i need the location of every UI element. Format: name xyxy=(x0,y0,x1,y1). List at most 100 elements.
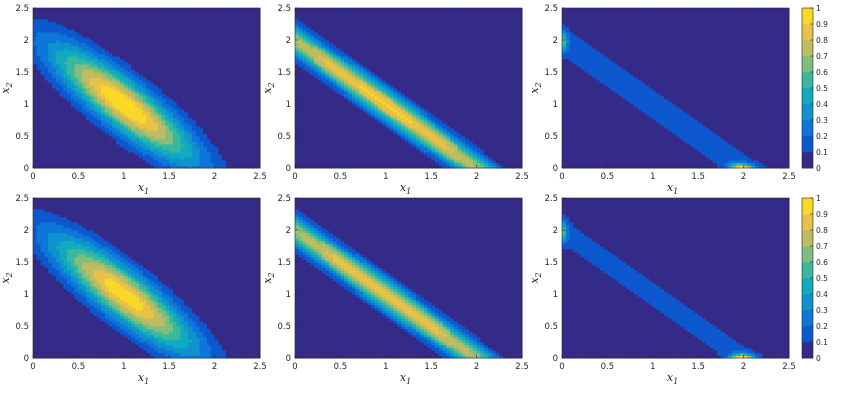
heatmap-cell xyxy=(222,48,227,52)
heatmap-cell xyxy=(36,162,42,166)
heatmap-cell xyxy=(161,40,166,44)
heatmap-cell xyxy=(127,96,132,100)
heatmap-cell xyxy=(146,10,151,14)
heatmap-cell xyxy=(225,29,231,33)
heatmap-cell xyxy=(104,146,110,150)
heatmap-cell xyxy=(161,82,166,86)
heatmap-cell xyxy=(188,160,193,164)
heatmap-cell xyxy=(241,64,246,68)
heatmap-cell xyxy=(131,48,136,52)
heatmap-cell xyxy=(108,141,113,145)
heatmap-cell xyxy=(85,69,91,73)
heatmap-cell xyxy=(89,144,95,148)
heatmap-cell xyxy=(169,146,174,150)
heatmap-cell xyxy=(93,77,98,81)
heatmap-cell xyxy=(108,165,113,169)
heatmap-cell xyxy=(48,37,53,41)
heatmap-cell xyxy=(142,8,147,12)
heatmap-cell xyxy=(135,74,140,78)
heatmap-cell xyxy=(44,125,49,129)
heatmap-cell xyxy=(116,80,121,84)
heatmap-cell xyxy=(176,98,182,102)
heatmap-cell xyxy=(233,29,238,33)
heatmap-cell xyxy=(248,138,253,142)
heatmap-cell xyxy=(222,21,227,25)
heatmap-cell xyxy=(188,82,193,86)
heatmap-cell xyxy=(63,154,68,158)
heatmap-cell xyxy=(97,40,102,44)
heatmap-cell xyxy=(142,16,147,20)
heatmap-cell xyxy=(138,138,144,142)
heatmap-cell xyxy=(161,56,166,60)
heatmap-cell xyxy=(188,109,193,113)
heatmap-cell xyxy=(248,72,253,76)
heatmap-cell xyxy=(180,138,185,142)
heatmap-cell xyxy=(97,96,102,100)
heatmap-cell xyxy=(214,48,219,52)
heatmap-cell xyxy=(36,61,42,65)
heatmap-cell xyxy=(101,53,106,57)
heatmap-cell xyxy=(85,29,91,33)
heatmap-cell xyxy=(195,50,200,54)
heatmap-cell xyxy=(51,48,57,52)
heatmap-cell xyxy=(112,53,117,57)
heatmap-cell xyxy=(138,77,144,81)
y-axis-label-subscript: 2 xyxy=(5,82,14,88)
heatmap-cell xyxy=(120,90,125,94)
heatmap-cell xyxy=(195,74,200,78)
heatmap-cell xyxy=(165,128,170,132)
heatmap-cell xyxy=(142,50,147,54)
heatmap-cell xyxy=(203,149,208,153)
heatmap-cell xyxy=(82,136,87,140)
heatmap-cell xyxy=(142,141,147,145)
heatmap-cell xyxy=(146,72,151,76)
heatmap-cell xyxy=(120,109,125,113)
heatmap-cell xyxy=(248,154,253,158)
heatmap-cell xyxy=(195,120,200,124)
heatmap-cell xyxy=(138,133,144,137)
heatmap-cell xyxy=(176,48,182,52)
heatmap-cell xyxy=(310,8,315,12)
heatmap-cells xyxy=(295,8,523,169)
heatmap-cell xyxy=(157,8,163,12)
heatmap-cell xyxy=(33,101,38,105)
heatmap-cell xyxy=(33,50,38,54)
heatmap-cell xyxy=(172,48,178,52)
heatmap-cell xyxy=(120,144,125,148)
heatmap-cell xyxy=(176,16,182,20)
heatmap-cell xyxy=(146,90,151,94)
heatmap-cell xyxy=(207,18,212,22)
heatmap-cell xyxy=(131,10,136,14)
heatmap-cell xyxy=(135,160,140,164)
heatmap-cell xyxy=(138,24,144,28)
heatmap-cell xyxy=(142,80,147,84)
heatmap-cell xyxy=(33,58,38,62)
heatmap-cell xyxy=(55,48,60,52)
heatmap-cell xyxy=(97,144,102,148)
heatmap-cell xyxy=(169,34,174,38)
heatmap-cell xyxy=(237,21,242,25)
heatmap-cell xyxy=(146,21,151,25)
heatmap-cell xyxy=(165,130,170,134)
heatmap-cell xyxy=(146,96,151,100)
heatmap-cell xyxy=(97,93,102,97)
heatmap-cell xyxy=(78,53,83,57)
heatmap-cell xyxy=(233,56,238,60)
heatmap-cell xyxy=(195,141,200,145)
heatmap-cell xyxy=(172,80,178,84)
heatmap-cell xyxy=(199,154,204,158)
heatmap-cell xyxy=(180,117,185,121)
heatmap-cell xyxy=(248,152,253,156)
heatmap-cell xyxy=(218,128,223,132)
heatmap-cell xyxy=(138,96,144,100)
heatmap-cell xyxy=(218,162,223,166)
heatmap-cell xyxy=(180,56,185,60)
heatmap-cell xyxy=(127,74,132,78)
heatmap-cell xyxy=(44,117,49,121)
heatmap-cell xyxy=(203,162,208,166)
heatmap-cell xyxy=(55,128,60,132)
heatmap-cell xyxy=(191,26,197,30)
heatmap-cell xyxy=(180,109,185,113)
heatmap-cell xyxy=(74,154,79,158)
heatmap-cell xyxy=(241,144,246,148)
